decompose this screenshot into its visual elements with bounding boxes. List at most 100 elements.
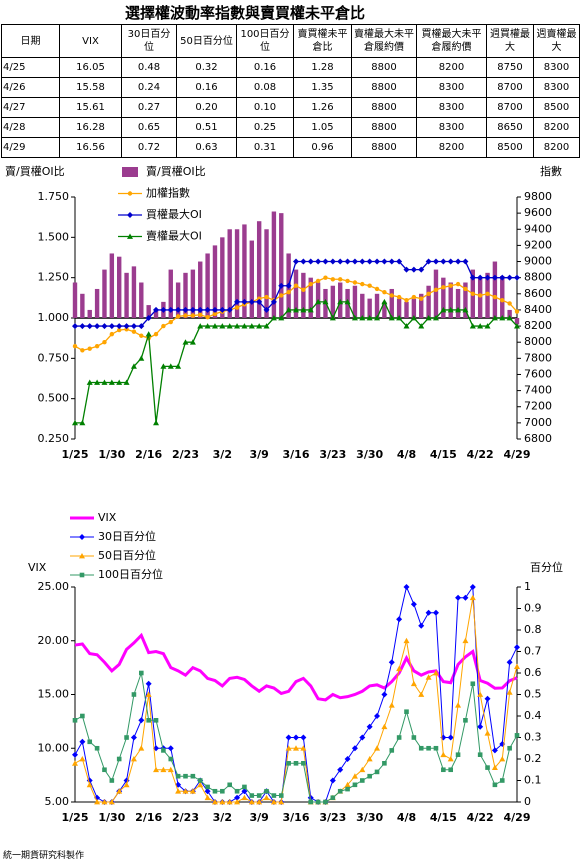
bar — [205, 253, 210, 318]
marker — [226, 306, 233, 313]
y2-tick-label: 0.3 — [524, 731, 542, 744]
bar — [441, 277, 446, 318]
marker — [448, 283, 453, 288]
marker — [293, 258, 299, 265]
marker — [167, 306, 174, 313]
x-tick-label: 3/2 — [213, 811, 232, 824]
marker — [197, 778, 203, 783]
marker — [278, 315, 285, 321]
marker — [499, 756, 506, 762]
marker — [94, 344, 100, 349]
header-cell: 賣權最大未平倉履約價 — [351, 24, 417, 58]
marker — [94, 379, 101, 385]
y2-tick-label: 8800 — [524, 271, 552, 284]
marker — [330, 277, 336, 282]
marker — [175, 306, 182, 313]
marker — [441, 767, 446, 773]
marker — [278, 799, 285, 805]
marker — [418, 323, 425, 329]
marker — [293, 306, 299, 313]
marker — [271, 793, 277, 798]
bar — [396, 298, 402, 318]
legend-label: 賣/買權OI比 — [146, 164, 206, 178]
marker — [86, 781, 93, 788]
y-tick-label: 10.00 — [38, 741, 70, 754]
marker — [323, 799, 328, 805]
marker — [418, 745, 424, 751]
marker — [440, 751, 447, 758]
charts: 0.250 0.500 0.750 1.000 1.250 1.500 1.750 6800 7… — [5, 164, 563, 824]
marker — [108, 323, 115, 330]
marker — [462, 306, 469, 313]
marker — [182, 306, 189, 313]
marker — [337, 298, 344, 305]
x-tick-label: 1/30 — [98, 811, 125, 824]
bar — [198, 261, 203, 318]
marker — [396, 258, 403, 265]
marker — [130, 734, 137, 741]
bar — [146, 305, 151, 318]
marker — [189, 339, 196, 345]
marker — [242, 784, 247, 790]
y2-tick-label: 0.7 — [524, 645, 542, 658]
marker — [198, 312, 203, 317]
marker — [469, 594, 476, 601]
bar — [80, 293, 85, 318]
marker — [374, 745, 381, 751]
marker — [447, 258, 454, 265]
marker — [300, 258, 307, 265]
marker — [175, 773, 181, 779]
y-tick-label: 0.500 — [38, 392, 70, 405]
marker — [374, 713, 381, 719]
y2-tick-label: 8000 — [524, 335, 552, 348]
x-tick-label: 3/30 — [356, 811, 383, 824]
marker — [448, 767, 453, 773]
marker — [212, 788, 218, 794]
marker — [360, 778, 365, 783]
marker — [116, 379, 123, 385]
marker — [506, 659, 513, 666]
marker — [153, 766, 160, 773]
marker — [102, 767, 107, 773]
bar — [367, 298, 372, 318]
marker — [145, 691, 152, 697]
marker — [463, 286, 468, 292]
marker — [404, 709, 409, 714]
marker — [286, 761, 291, 766]
marker — [506, 315, 513, 321]
marker — [329, 777, 336, 784]
marker — [264, 294, 269, 300]
marker — [189, 788, 196, 794]
y-tick-label: 1.250 — [38, 271, 70, 284]
x-tick-label: 2/23 — [172, 811, 199, 824]
legend-label: 賣權最大OI — [146, 229, 202, 243]
marker — [469, 323, 476, 329]
bar — [94, 288, 100, 318]
marker — [514, 733, 520, 738]
marker — [366, 258, 373, 265]
marker — [367, 283, 372, 288]
bar — [382, 301, 387, 318]
bar — [374, 293, 380, 318]
x-tick-label: 4/29 — [504, 448, 531, 461]
marker — [145, 315, 152, 321]
marker — [447, 306, 454, 313]
y2-tick-label: 0.6 — [524, 666, 542, 679]
y-axis-title: 賣/買權OI比 — [5, 164, 65, 178]
marker — [447, 734, 454, 741]
marker — [153, 306, 160, 313]
bar — [411, 298, 417, 318]
header-cell: VIX — [59, 24, 122, 58]
marker — [307, 306, 314, 313]
marker — [351, 258, 358, 265]
marker — [374, 258, 381, 265]
y2-tick-label: 9600 — [524, 206, 552, 219]
marker — [153, 718, 159, 723]
bar — [175, 282, 181, 318]
header-cell: 日期 — [1, 24, 60, 58]
data-table: 日期 VIX 30日百分位 50日百分位 100日百分位 賣買權未平倉比 賣權最大未平倉履約… — [1, 24, 580, 158]
header-row: 日期 VIX 30日百分位 50日百分位 100日百分位 賣買權未平倉比 賣權最大未平倉履約… — [1, 24, 580, 58]
y-tick-label: 1.500 — [38, 230, 70, 243]
marker — [330, 795, 336, 800]
marker — [507, 745, 512, 751]
